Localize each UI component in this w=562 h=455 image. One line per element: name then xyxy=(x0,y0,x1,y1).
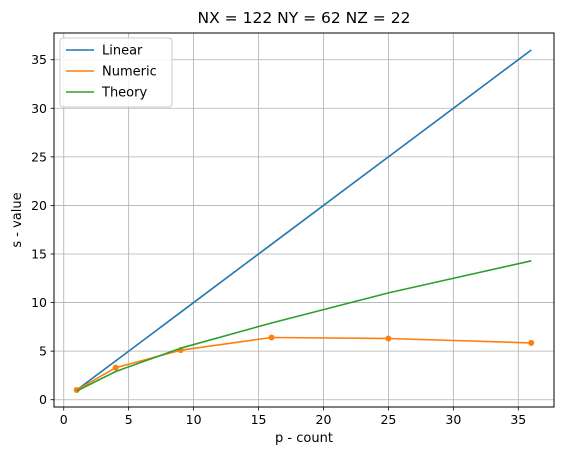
x-tick-label: 20 xyxy=(316,412,332,427)
x-tick-label: 35 xyxy=(510,412,526,427)
y-tick-label: 30 xyxy=(31,101,47,116)
legend-label-linear: Linear xyxy=(102,44,143,59)
x-tick-label: 15 xyxy=(251,412,267,427)
x-tick-label: 5 xyxy=(125,412,133,427)
y-tick-label: 15 xyxy=(31,247,47,262)
series-line-theory xyxy=(77,261,532,391)
y-axis-label: s - value xyxy=(10,192,25,247)
chart-title: NX = 122 NY = 62 NZ = 22 xyxy=(198,9,411,27)
x-tick-label: 10 xyxy=(186,412,202,427)
legend-label-numeric: Numeric xyxy=(102,65,157,80)
data-point-numeric xyxy=(385,336,391,342)
y-tick-label: 0 xyxy=(39,392,47,407)
x-axis-label: p - count xyxy=(275,431,333,446)
y-tick-label: 10 xyxy=(31,295,47,310)
data-point-numeric xyxy=(528,340,534,346)
x-tick-label: 0 xyxy=(60,412,68,427)
y-tick-label: 20 xyxy=(31,198,47,213)
data-point-numeric xyxy=(113,365,119,371)
legend-label-theory: Theory xyxy=(101,86,147,101)
x-tick-label: 30 xyxy=(445,412,461,427)
y-tick-label: 25 xyxy=(31,149,47,164)
x-tick-label: 25 xyxy=(380,412,396,427)
y-tick-label: 35 xyxy=(31,52,47,67)
series-line-numeric xyxy=(77,338,532,391)
data-point-numeric xyxy=(269,335,275,341)
y-tick-label: 5 xyxy=(39,344,47,359)
legend: Linear Numeric Theory xyxy=(60,38,172,107)
